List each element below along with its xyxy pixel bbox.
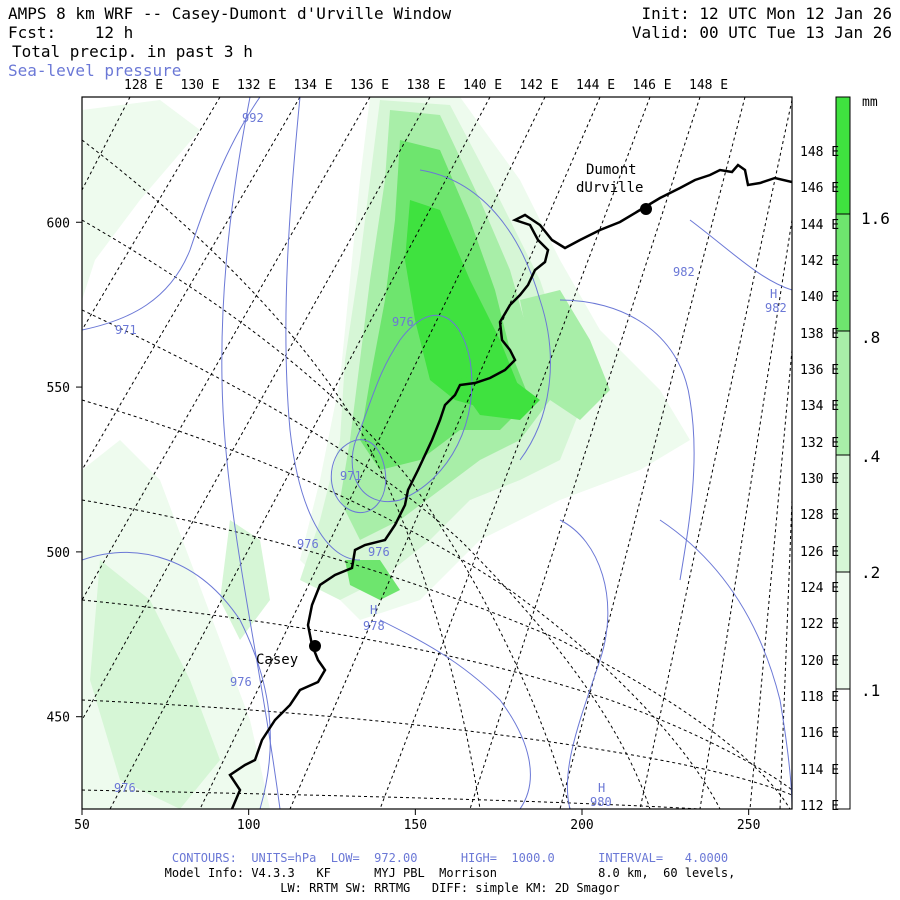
right-lon-label: 136 E [800, 363, 840, 378]
model-info: Model Info: V4.3.3 KF MYJ PBL Morrison 8… [164, 866, 736, 880]
y-axis: 450 500 550 600 [47, 216, 82, 726]
lat-lon-grid [82, 97, 792, 809]
right-lon-label: 114 E [800, 762, 840, 778]
right-lon-label: 118 E [800, 690, 840, 705]
contour-label: 976 [114, 781, 136, 795]
colorbar-band-none [836, 689, 850, 809]
contour-label-layer: 992 982 982 976 971 976 976 978 976 976 … [114, 111, 787, 809]
forecast-hour: Fcst: 12 h [8, 23, 134, 42]
y-tick-label: 500 [47, 546, 70, 561]
contour-label: 982 [765, 301, 787, 315]
y-tick-label: 450 [47, 711, 70, 726]
x-tick-label: 100 [237, 818, 260, 833]
top-lon-label: 138 E [406, 78, 446, 93]
right-lon-label: 144 E [800, 217, 840, 233]
contour-label: 976 [368, 545, 390, 559]
x-tick-label: 250 [737, 818, 760, 833]
contour-label: 976 [392, 315, 414, 329]
right-lon-label: 132 E [800, 435, 840, 451]
colorbar-frame [835, 96, 851, 810]
colorbar-label: .2 [861, 563, 880, 582]
contour-label: 978 [363, 619, 385, 633]
colorbar-band-0-8 [836, 214, 850, 331]
right-lon-label: 134 E [800, 399, 840, 415]
y-tick-label: 600 [47, 216, 70, 231]
x-axis: 50 100 150 200 250 [74, 809, 760, 833]
right-lon-label: 142 E [800, 254, 840, 269]
right-lon-label: 124 E [800, 581, 840, 596]
colorbar-band-0-4 [836, 331, 850, 455]
init-time: Init: 12 UTC Mon 12 Jan 26 [641, 4, 892, 23]
x-tick-label: 200 [570, 818, 593, 833]
colorbar-label: .1 [861, 681, 880, 700]
colorbar-band-0-1 [836, 572, 850, 689]
top-lon-label: 130 E [180, 78, 220, 93]
colorbar-band-0-2 [836, 455, 850, 572]
right-lon-label: 148 E [800, 145, 840, 160]
high-marker: H [370, 603, 377, 617]
right-lon-label: 120 E [800, 653, 840, 669]
colorbar-label: .8 [861, 328, 880, 347]
contour-info: CONTOURS: UNITS=hPa LOW= 972.00 HIGH= 10… [171, 851, 729, 865]
contour-label: 976 [297, 537, 319, 551]
casey-station-label: Casey [256, 652, 298, 668]
plot-frame [81, 96, 793, 810]
y-tick-label: 550 [47, 381, 70, 396]
contour-label: 976 [230, 675, 252, 689]
coastline [228, 163, 792, 809]
colorbar-unit: mm [862, 95, 878, 110]
right-lon-label: 126 E [800, 544, 840, 560]
colorbar: mm 1.6 .8 .4 .2 .1 [835, 95, 890, 810]
isobar-contours [82, 97, 792, 809]
casey-station-marker [309, 640, 321, 652]
high-marker: H [598, 781, 605, 795]
top-lon-label: 146 E [632, 78, 672, 93]
dumont-station-marker [640, 203, 652, 215]
contour-label: 982 [673, 265, 695, 279]
x-tick-label: 50 [74, 818, 90, 833]
dumont-station-label: Dumont [586, 162, 637, 178]
right-lon-label: 128 E [800, 508, 840, 524]
right-lon-label: 130 E [800, 472, 840, 487]
colorbar-band-1-6 [836, 97, 850, 214]
right-lon-label: 122 E [800, 617, 840, 633]
top-lon-label: 134 E [293, 78, 333, 93]
figure-title: AMPS 8 km WRF -- Casey-Dumont d'Urville … [8, 4, 452, 23]
x-tick-label: 150 [404, 818, 427, 833]
contour-label: 971 [340, 469, 362, 483]
contour-label: 980 [590, 795, 612, 809]
top-lon-label: 132 E [237, 78, 277, 93]
right-lon-label: 146 E [800, 181, 840, 197]
top-lon-label: 144 E [576, 78, 616, 93]
contour-label: 992 [242, 111, 264, 125]
right-lon-label: 140 E [800, 290, 840, 306]
top-lon-label: 128 E [124, 78, 164, 93]
colorbar-label: 1.6 [861, 209, 890, 228]
colorbar-label: .4 [861, 447, 880, 466]
high-marker: H [770, 287, 777, 301]
valid-time: Valid: 00 UTC Tue 13 Jan 26 [631, 23, 892, 42]
contour-label: 971 [115, 323, 137, 337]
precip-field [82, 97, 690, 809]
right-lon-label: 112 E [800, 799, 840, 814]
right-lon-label: 138 E [800, 326, 840, 342]
overlay-name: Sea-level pressure [8, 61, 182, 80]
top-lon-label: 148 E [689, 78, 729, 93]
dumont-station-label2: dUrville [576, 180, 643, 196]
top-lon-label: 142 E [519, 78, 559, 93]
field-name: Total precip. in past 3 h [12, 42, 253, 61]
right-lon-label: 116 E [800, 726, 840, 742]
top-lon-label: 136 E [350, 78, 390, 93]
top-lon-label: 140 E [463, 78, 503, 93]
station-layer: Casey Dumont dUrville [256, 162, 652, 668]
physics-info: LW: RRTM SW: RRTMG DIFF: simple KM: 2D S… [280, 881, 620, 895]
